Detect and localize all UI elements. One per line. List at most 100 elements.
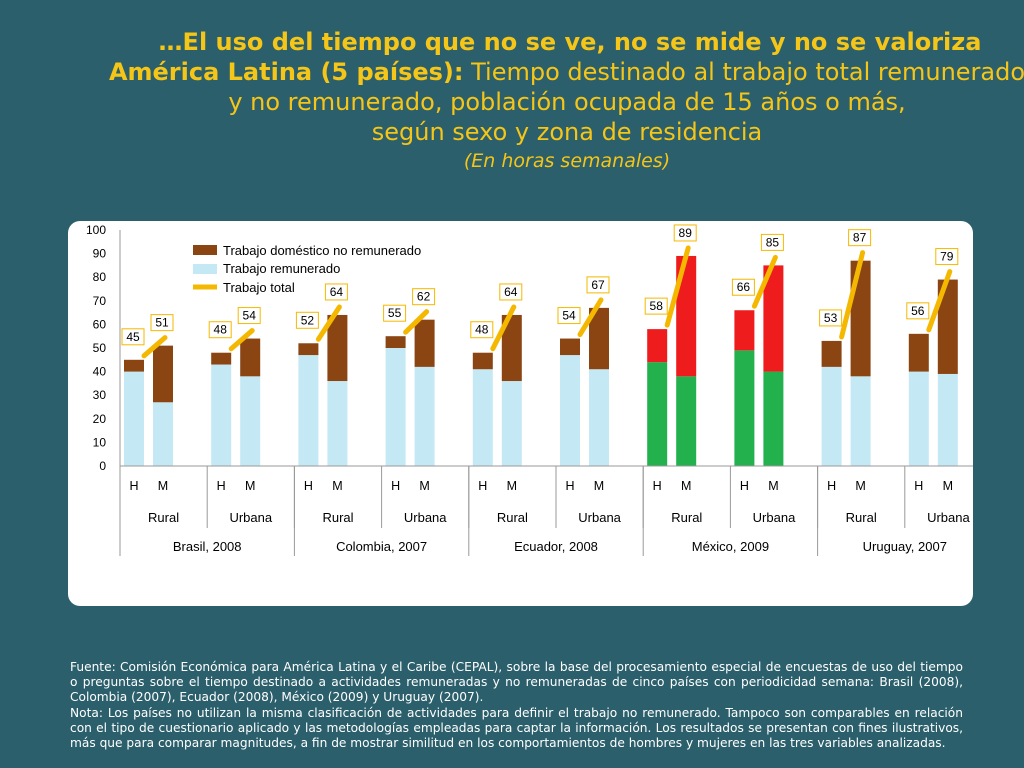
zone-tick-label: Urbana: [753, 510, 796, 525]
sex-tick-label: H: [129, 479, 138, 493]
sex-tick-label: H: [653, 479, 662, 493]
units-note: (En horas semanales): [463, 150, 671, 172]
data-label-box: [935, 248, 959, 266]
total-line: [751, 254, 778, 309]
y-tick-label: 80: [93, 270, 107, 284]
data-label: 51: [155, 316, 169, 330]
data-label: 54: [243, 309, 257, 323]
y-tick-label: 100: [86, 223, 106, 237]
data-label: 66: [737, 280, 751, 294]
stacked-bar-chart: 0 10 20 30 40 50 60 70 80 90 100 45 51 48 54 52 64 55 62 48…: [86, 223, 973, 556]
bar-remunerado: [908, 371, 929, 466]
bar-domestico: [327, 314, 348, 382]
data-label-box: [586, 276, 610, 294]
total-line: [141, 335, 168, 359]
legend-label-remunerado: Trabajo remunerado: [223, 261, 340, 276]
zone-tick-label: Rural: [671, 510, 702, 525]
legend-label-total: Trabajo total: [223, 280, 295, 295]
sex-tick-label: M: [943, 479, 953, 493]
zone-tick-label: Rural: [846, 510, 877, 525]
data-label: 64: [330, 285, 344, 299]
subtitle-text: Tiempo destinado al trabajo total remune…: [463, 58, 1024, 86]
sex-tick-label: M: [594, 479, 604, 493]
bar-domestico: [647, 329, 668, 363]
legend-label-domestico: Trabajo doméstico no remunerado: [223, 243, 421, 258]
sex-tick-label: H: [304, 479, 313, 493]
y-tick-label: 70: [93, 294, 107, 308]
bar-domestico: [560, 338, 580, 356]
footer-notes: Fuente: Comisión Económica para América …: [70, 660, 963, 751]
data-label: 85: [766, 235, 780, 249]
subtitle-line-1: América Latina (5 países): Tiempo destin…: [0, 58, 1024, 86]
data-label-box: [644, 297, 668, 315]
y-tick-label: 10: [93, 435, 107, 449]
data-label: 48: [475, 323, 489, 337]
bar-domestico: [385, 336, 406, 348]
data-label-box: [760, 233, 784, 251]
bar-remunerado: [589, 369, 609, 466]
total-line: [577, 297, 604, 338]
subtitle-region: América Latina (5 países):: [108, 58, 464, 86]
y-tick-label: 90: [93, 247, 107, 261]
sex-tick-label: H: [565, 479, 574, 493]
total-line: [490, 304, 517, 352]
data-label: 45: [126, 330, 140, 344]
total-line: [664, 245, 691, 328]
data-label-box: [150, 314, 174, 332]
total-line: [228, 328, 255, 352]
bar-remunerado: [211, 364, 232, 466]
zone-tick-label: Urbana: [404, 510, 447, 525]
legend-swatch-remunerado: [193, 264, 217, 274]
data-label: 56: [911, 304, 925, 318]
bar-domestico: [908, 333, 929, 372]
total-line: [926, 269, 953, 333]
bar-domestico: [676, 255, 697, 377]
data-label: 87: [853, 231, 867, 245]
data-label-box: [673, 224, 697, 242]
data-label-box: [237, 307, 261, 325]
data-label-box: [412, 288, 436, 306]
country-tick-label: México, 2009: [692, 539, 769, 554]
bar-domestico: [124, 359, 144, 372]
country-tick-label: Uruguay, 2007: [863, 539, 947, 554]
sex-tick-label: M: [158, 479, 168, 493]
bar-remunerado: [821, 366, 842, 466]
bar-domestico: [298, 343, 319, 356]
data-label-box: [906, 302, 930, 320]
data-label-box: [295, 311, 319, 329]
data-label: 52: [301, 313, 315, 327]
total-line: [839, 250, 866, 340]
y-tick-label: 40: [93, 365, 107, 379]
chart-panel: 0 10 20 30 40 50 60 70 80 90 100 45 51 48 54 52 64 55 62 48…: [68, 221, 973, 606]
bar-remunerado: [298, 355, 319, 466]
bar-domestico: [850, 260, 871, 377]
subtitle-line-3: según sexo y zona de residencia: [371, 118, 763, 146]
zone-tick-label: Urbana: [927, 510, 970, 525]
data-label: 67: [591, 278, 605, 292]
bar-remunerado: [240, 376, 261, 466]
sex-tick-label: M: [332, 479, 342, 493]
country-tick-label: Brasil, 2008: [173, 539, 242, 554]
sex-tick-label: H: [478, 479, 487, 493]
bar-remunerado: [327, 381, 348, 466]
bar-domestico: [501, 314, 522, 382]
bar-domestico: [414, 319, 435, 367]
data-label-box: [383, 304, 407, 322]
sex-tick-label: H: [914, 479, 923, 493]
sex-tick-label: H: [391, 479, 400, 493]
data-label: 79: [940, 250, 954, 264]
main-title: …El uso del tiempo que no se ve, no se m…: [158, 28, 982, 56]
bar-domestico: [240, 338, 261, 377]
bar-remunerado: [647, 362, 668, 466]
zone-tick-label: Rural: [148, 510, 179, 525]
y-tick-label: 30: [93, 388, 107, 402]
data-label-box: [557, 307, 581, 325]
data-label: 62: [417, 290, 431, 304]
data-label: 55: [388, 306, 402, 320]
sex-tick-label: M: [681, 479, 691, 493]
sex-tick-label: M: [507, 479, 517, 493]
data-label-box: [848, 229, 872, 247]
data-label: 53: [824, 311, 838, 325]
bar-remunerado: [560, 355, 580, 466]
total-line: [403, 309, 430, 335]
